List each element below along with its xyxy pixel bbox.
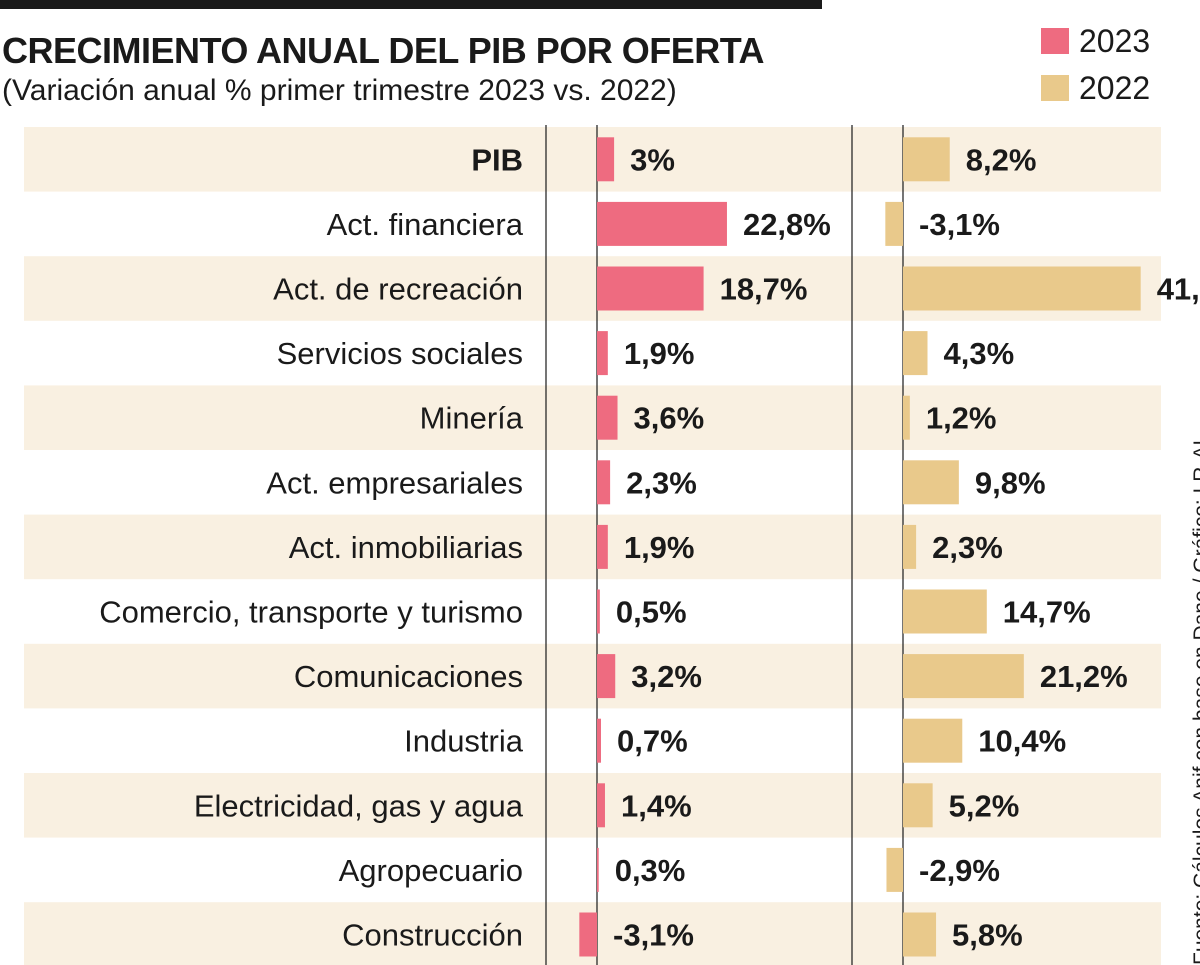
bar-2023 [597,331,608,376]
legend-item-2023: 2023 [1041,23,1150,59]
chart-title: CRECIMIENTO ANUAL DEL PIB POR OFERTA [2,30,765,71]
top-rule [0,0,822,9]
value-label-2023: 2,3% [626,465,697,500]
value-label-2022: 1,2% [926,401,997,436]
bar-2023 [597,137,615,182]
bar-2023 [597,201,727,246]
value-label-2022: 21,2% [1040,659,1128,694]
category-label: PIB [471,142,523,177]
bar-2023 [597,524,608,569]
value-label-2023: 3% [630,142,675,177]
value-label-2022: 41,7% [1157,272,1200,307]
bar-2022 [903,266,1141,311]
value-label-2023: 1,9% [624,530,695,565]
value-label-2022: 5,8% [952,918,1023,953]
bar-2022 [903,654,1024,699]
bar-2022 [886,847,903,892]
legend-label-2022: 2022 [1079,70,1151,106]
value-label-2022: 10,4% [978,724,1066,759]
value-label-2023: 0,5% [616,595,687,630]
category-label: Agropecuario [339,853,523,888]
legend-swatch-2022 [1041,75,1069,101]
bar-2022 [903,524,917,569]
value-label-2022: 4,3% [944,336,1015,371]
source-note: Fuente: Cálculos Anif con base en Dane /… [1190,433,1200,965]
row-stripe [24,773,1161,838]
value-label-2023: 3,6% [634,401,705,436]
category-label: Act. empresariales [266,465,523,500]
category-label: Act. financiera [327,207,524,242]
bar-2023 [579,912,597,957]
bar-2023 [597,395,618,440]
value-label-2022: 5,2% [949,788,1020,823]
bar-2023 [597,847,599,892]
legend-swatch-2023 [1041,28,1069,54]
bar-2023 [597,654,616,699]
value-label-2022: 14,7% [1003,595,1091,630]
bar-2022 [903,783,933,828]
value-label-2023: 18,7% [720,272,808,307]
value-label-2022: 2,3% [932,530,1003,565]
bar-2022 [903,331,928,376]
legend-item-2022: 2022 [1041,70,1150,106]
bar-2022 [885,201,903,246]
category-label: Electricidad, gas y agua [194,788,524,823]
value-label-2022: -3,1% [919,207,1000,242]
value-label-2022: -2,9% [919,853,1000,888]
bar-2022 [903,137,950,182]
chart-subtitle: (Variación anual % primer trimestre 2023… [2,74,677,107]
bar-2023 [597,718,601,763]
bar-2023 [597,266,704,311]
category-label: Comercio, transporte y turismo [99,595,523,630]
value-label-2022: 8,2% [966,142,1037,177]
value-label-2023: 0,7% [617,724,688,759]
value-label-2022: 9,8% [975,465,1046,500]
bar-2022 [903,395,910,440]
category-label: Act. de recreación [273,272,523,307]
value-label-2023: 3,2% [631,659,702,694]
value-label-2023: 1,4% [621,788,692,823]
row-stripe [24,514,1161,580]
value-label-2023: 1,9% [624,336,695,371]
category-label: Servicios sociales [277,336,523,371]
bar-2023 [597,589,600,634]
category-label: Minería [420,401,524,436]
category-label: Construcción [342,918,523,953]
row-stripe [24,127,1161,192]
category-label: Industria [404,724,524,759]
legend-label-2023: 2023 [1079,23,1151,59]
bar-2022 [903,718,963,763]
bar-2023 [597,460,611,505]
bar-2022 [903,460,959,505]
bar-2022 [903,912,937,957]
bar-2023 [597,783,605,828]
value-label-2023: 0,3% [615,853,686,888]
bar-2022 [903,589,987,634]
category-label: Comunicaciones [294,659,523,694]
category-label: Act. inmobiliarias [289,530,523,565]
value-label-2023: -3,1% [613,918,694,953]
row-stripe [24,385,1161,450]
value-label-2023: 22,8% [743,207,831,242]
